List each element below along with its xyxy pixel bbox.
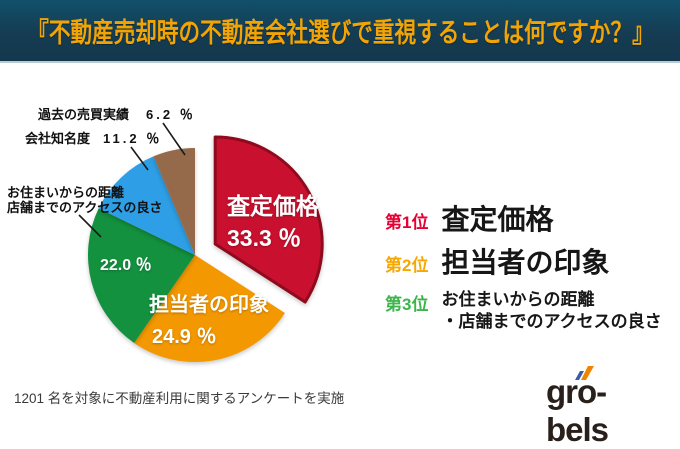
rank-2-text: 担当者の印象 bbox=[441, 247, 610, 278]
header-banner: 『不動産売却時の不動産会社選びで重視することは何ですか？』 bbox=[0, 0, 680, 63]
survey-note: 1201 名を対象に不動産利用に関するアンケートを実施 bbox=[14, 391, 345, 406]
pie-slice-4 bbox=[153, 148, 195, 255]
label-brand-awareness-text: 会社知名度 bbox=[25, 131, 91, 146]
pie-chart-area: 過去の売買実績 6.2 ％ 会社知名度 11.2 ％ お住まいからの距離 店舗ま… bbox=[0, 64, 400, 384]
leader-line-brand bbox=[130, 146, 149, 171]
label-agent-impression-pct: 24.9 ％ bbox=[152, 326, 217, 348]
leader-line-dist bbox=[78, 214, 102, 238]
label-appraisal-price: 査定価格 33.3 ％ bbox=[227, 190, 319, 254]
label-appraisal-price-pct: 33.3 ％ bbox=[227, 225, 302, 251]
rank-3-badge: 第3位 bbox=[385, 295, 429, 314]
label-distance-line2: 店舗までのアクセスの良さ bbox=[7, 200, 163, 215]
page-title: 『不動産売却時の不動産会社選びで重視することは何ですか？』 bbox=[26, 18, 654, 48]
pie-slice-0 bbox=[213, 135, 324, 304]
label-appraisal-price-text: 査定価格 bbox=[227, 193, 319, 219]
rank-2-badge: 第2位 bbox=[385, 256, 429, 275]
leader-lines bbox=[78, 122, 186, 238]
label-past-sales-pct: 6.2 ％ bbox=[146, 107, 196, 122]
leader-line-past bbox=[162, 122, 186, 156]
grobels-logo: gro-bels bbox=[546, 366, 666, 448]
logo-accent-icon bbox=[575, 366, 594, 380]
ranking-row-1: 第1位 査定価格 bbox=[385, 203, 677, 237]
label-past-sales-text: 過去の売買実績 bbox=[38, 107, 130, 122]
label-distance-line1: お住まいからの距離 bbox=[7, 185, 125, 200]
ranking-list: 第1位 査定価格 第2位 担当者の印象 第3位 お住まいからの距離 ・店舗までの… bbox=[385, 203, 677, 342]
label-agent-impression: 担当者の印象 bbox=[149, 294, 269, 316]
label-brand-awareness: 会社知名度 11.2 ％ bbox=[25, 128, 162, 147]
pie-chart bbox=[78, 122, 324, 362]
pie-slice-3 bbox=[98, 156, 195, 255]
label-distance: お住まいからの距離 店舗までのアクセスの良さ bbox=[7, 185, 162, 215]
rank-1-badge: 第1位 bbox=[385, 213, 429, 232]
rank-3-text: お住まいからの距離 ・店舗までのアクセスの良さ bbox=[441, 289, 661, 333]
label-distance-pct: 22.0 ％ bbox=[100, 257, 152, 274]
pie-slice-1 bbox=[134, 255, 285, 362]
pie-slice-2 bbox=[88, 208, 195, 343]
label-brand-awareness-pct: 11.2 ％ bbox=[103, 131, 163, 146]
rank-1-text: 査定価格 bbox=[441, 204, 554, 235]
logo-accent-orange bbox=[581, 366, 594, 380]
pie-slices bbox=[88, 135, 324, 362]
logo-accent-blue bbox=[575, 371, 584, 380]
rank-3-text-line1: お住まいからの距離 bbox=[441, 290, 595, 309]
logo-text: gro-bels bbox=[546, 373, 609, 448]
ranking-row-3: 第3位 お住まいからの距離 ・店舗までのアクセスの良さ bbox=[385, 289, 677, 333]
ranking-row-2: 第2位 担当者の印象 bbox=[385, 246, 677, 280]
label-past-sales: 過去の売買実績 6.2 ％ bbox=[38, 104, 196, 123]
rank-3-text-line2: ・店舗までのアクセスの良さ bbox=[441, 312, 662, 331]
